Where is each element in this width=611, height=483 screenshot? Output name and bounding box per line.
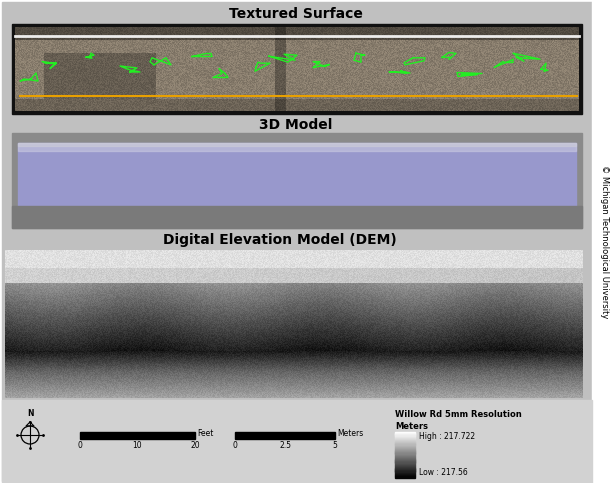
- Bar: [395, 435, 415, 437]
- Text: 2.5: 2.5: [279, 441, 291, 450]
- Text: 20: 20: [190, 441, 200, 450]
- Bar: [395, 476, 415, 478]
- Text: Feet: Feet: [197, 429, 213, 439]
- Bar: [12, 24, 582, 114]
- Text: © Michigan Technological University: © Michigan Technological University: [599, 165, 609, 319]
- Bar: [395, 433, 415, 435]
- Text: 10: 10: [133, 441, 142, 450]
- Bar: [395, 445, 415, 447]
- Bar: [18, 143, 576, 146]
- Bar: [395, 434, 415, 436]
- Text: Textured Surface: Textured Surface: [229, 7, 363, 21]
- Bar: [395, 470, 415, 472]
- Text: 0: 0: [233, 441, 238, 450]
- Bar: [395, 454, 415, 455]
- Bar: [395, 455, 415, 457]
- Bar: [2, 400, 592, 483]
- Bar: [395, 460, 415, 462]
- Bar: [395, 455, 415, 456]
- Bar: [395, 441, 415, 442]
- Text: 5: 5: [332, 441, 337, 450]
- Bar: [592, 0, 611, 483]
- Bar: [395, 432, 415, 434]
- Bar: [395, 465, 415, 466]
- Bar: [18, 143, 576, 206]
- Bar: [395, 459, 415, 461]
- Text: 3D Model: 3D Model: [259, 118, 332, 132]
- Bar: [395, 457, 415, 458]
- Bar: [395, 449, 415, 451]
- Text: N: N: [27, 409, 33, 418]
- Text: Meters: Meters: [395, 422, 428, 431]
- Bar: [395, 467, 415, 469]
- Bar: [395, 451, 415, 453]
- Bar: [395, 471, 415, 473]
- Text: High : 217.722: High : 217.722: [419, 432, 475, 441]
- Bar: [395, 452, 415, 454]
- Bar: [395, 458, 415, 459]
- Bar: [80, 432, 195, 439]
- Text: 0: 0: [78, 441, 82, 450]
- Bar: [395, 439, 415, 440]
- Text: Willow Rd 5mm Resolution: Willow Rd 5mm Resolution: [395, 410, 522, 419]
- Bar: [395, 472, 415, 474]
- Bar: [395, 443, 415, 445]
- Bar: [395, 464, 415, 465]
- Bar: [12, 133, 582, 228]
- Bar: [395, 448, 415, 449]
- Bar: [395, 447, 415, 448]
- Bar: [395, 474, 415, 475]
- Bar: [395, 475, 415, 476]
- Bar: [395, 437, 415, 438]
- Bar: [395, 444, 415, 446]
- Bar: [395, 440, 415, 441]
- Bar: [395, 438, 415, 439]
- Bar: [12, 206, 582, 228]
- Bar: [395, 466, 415, 468]
- Bar: [395, 462, 415, 464]
- Text: Meters: Meters: [337, 429, 364, 439]
- Bar: [395, 461, 415, 463]
- Bar: [395, 468, 415, 469]
- Bar: [395, 442, 415, 444]
- Text: Low : 217.56: Low : 217.56: [419, 468, 468, 477]
- Bar: [235, 432, 335, 439]
- Bar: [395, 450, 415, 452]
- Bar: [18, 143, 576, 151]
- Text: Digital Elevation Model (DEM): Digital Elevation Model (DEM): [163, 233, 397, 247]
- Bar: [395, 469, 415, 471]
